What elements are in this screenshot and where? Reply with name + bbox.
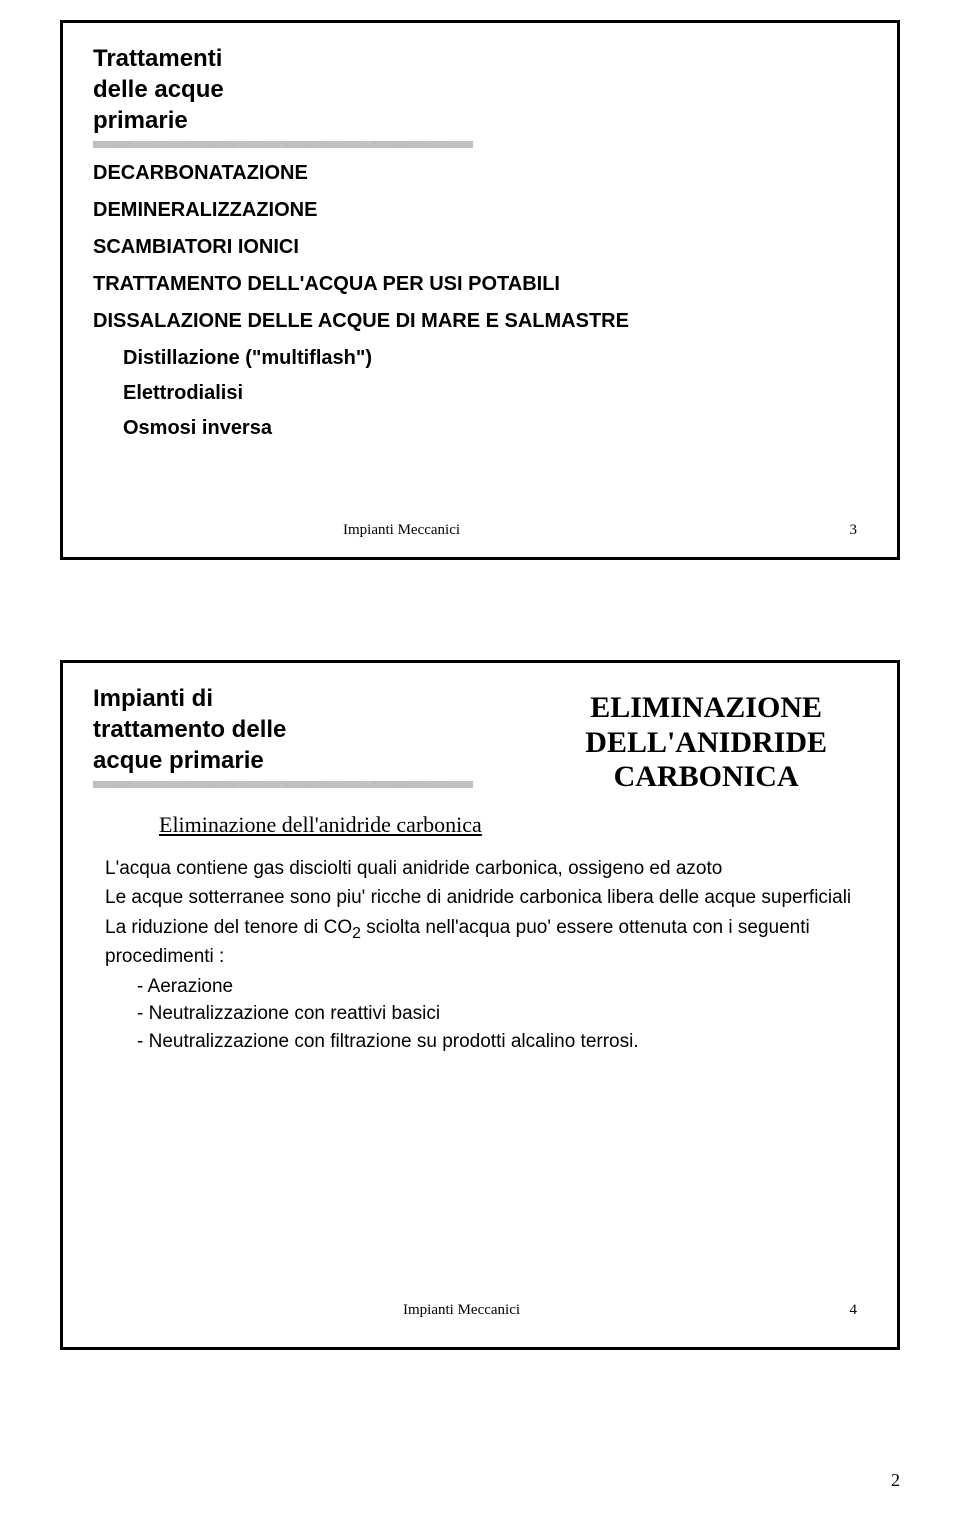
title-line3: primarie [93,107,188,134]
sub-list-item: Osmosi inversa [123,417,867,440]
slide-2: Impianti di trattamento delle acque prim… [60,660,900,1350]
page-number: 2 [891,1470,900,1491]
slide-1: Trattamenti delle acque primarie DECARBO… [60,20,900,560]
para3-sub: 2 [352,925,361,942]
sub-list-item: Elettrodialisi [123,382,867,405]
bullet-item: - Neutralizzazione con filtrazione su pr… [137,1029,855,1055]
list-item: SCAMBIATORI IONICI [93,236,867,259]
title-line3: acque primarie [93,747,264,774]
right-title-line3: CARBONICA [614,760,799,793]
slide2-title: Impianti di trattamento delle acque prim… [93,683,473,777]
sub-list-item: Distillazione ("multiflash") [123,347,867,370]
list-item: DECARBONATAZIONE [93,162,867,185]
right-title: ELIMINAZIONE DELL'ANIDRIDE CARBONICA [585,691,827,795]
title-line2: delle acque [93,76,224,103]
title-line1: Impianti di [93,685,213,712]
slide-number: 4 [850,1302,858,1319]
right-title-line1: ELIMINAZIONE [590,691,822,724]
slide1-title: Trattamenti delle acque primarie [93,43,867,137]
slide-number: 3 [850,522,858,539]
title-line2: trattamento delle [93,716,286,743]
paragraph: L'acqua contiene gas disciolti quali ani… [105,856,855,882]
para3-pre: La riduzione del tenore di CO [105,917,352,938]
paragraph: Le acque sotterranee sono piu' ricche di… [105,885,855,911]
list-item: DISSALAZIONE DELLE ACQUE DI MARE E SALMA… [93,310,867,333]
list-item: DEMINERALIZZAZIONE [93,199,867,222]
divider-line [93,141,473,148]
paragraph: La riduzione del tenore di CO2 sciolta n… [105,915,855,970]
slide2-header: Impianti di trattamento delle acque prim… [93,683,867,802]
right-title-line2: DELL'ANIDRIDE [585,726,827,759]
bullet-item: - Neutralizzazione con reattivi basici [137,1001,855,1027]
subsection-heading: Eliminazione dell'anidride carbonica [159,812,867,838]
slide-footer: Impianti Meccanici [343,522,460,539]
slide-footer: Impianti Meccanici [403,1302,520,1319]
title-line1: Trattamenti [93,45,222,72]
bullet-item: - Aerazione [137,974,855,1000]
list-item: TRATTAMENTO DELL'ACQUA PER USI POTABILI [93,273,867,296]
divider-line [93,781,473,788]
